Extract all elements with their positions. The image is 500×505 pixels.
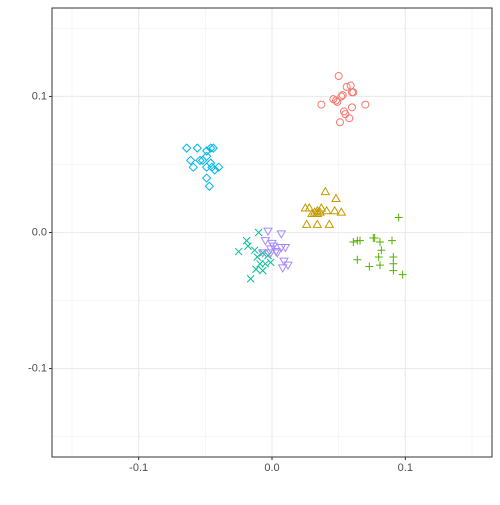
point (188, 162, 199, 172)
point (377, 246, 386, 255)
y-tick-label: 0.1 (32, 90, 47, 102)
point (316, 203, 327, 212)
point (332, 96, 340, 105)
point (265, 249, 276, 258)
point (185, 155, 196, 166)
point (258, 266, 267, 275)
point (268, 242, 279, 252)
point (361, 100, 370, 109)
point (277, 264, 288, 273)
point (181, 143, 192, 153)
point (334, 72, 343, 81)
point (346, 81, 355, 90)
point (263, 227, 273, 237)
point (312, 208, 323, 217)
point (244, 242, 252, 250)
point (356, 236, 364, 245)
point (208, 143, 219, 153)
point (389, 259, 398, 268)
point (201, 151, 212, 162)
point (345, 114, 354, 123)
point (329, 205, 340, 215)
point (342, 82, 351, 91)
point (300, 203, 311, 212)
point (353, 255, 362, 264)
point (272, 249, 283, 258)
point (209, 165, 220, 175)
point (276, 230, 287, 239)
x-tick-label: 0.1 (398, 462, 413, 474)
x-tick-label: -0.1 (129, 462, 148, 474)
point (253, 253, 262, 261)
panel-border (51, 7, 493, 458)
point (280, 243, 291, 253)
point (205, 143, 216, 153)
point (317, 100, 326, 109)
point (388, 236, 396, 245)
point (213, 162, 224, 172)
y-tick-label: 0.0 (32, 226, 47, 238)
point (324, 219, 335, 228)
point (337, 92, 346, 101)
point (349, 88, 358, 97)
point (398, 270, 407, 279)
point (204, 181, 215, 191)
point (201, 173, 212, 183)
point (370, 233, 379, 242)
point (258, 249, 267, 257)
point (312, 219, 323, 228)
point (365, 262, 374, 271)
y-tick-label: -0.1 (28, 362, 47, 374)
point (304, 203, 315, 212)
point (349, 238, 358, 247)
point (348, 103, 356, 112)
point (389, 266, 398, 275)
point (394, 213, 403, 222)
point (336, 207, 347, 216)
point (266, 258, 275, 267)
point (234, 247, 243, 256)
point (333, 97, 342, 106)
point (374, 252, 383, 261)
point (264, 251, 272, 260)
point (252, 265, 260, 274)
point (389, 252, 398, 261)
point (376, 238, 384, 247)
point (321, 205, 332, 215)
point (331, 193, 341, 202)
point (257, 249, 268, 258)
point (242, 236, 251, 245)
point (250, 246, 259, 255)
point (260, 237, 271, 246)
x-tick-label: 0.0 (264, 462, 279, 474)
point (254, 228, 263, 237)
point (261, 259, 270, 268)
point (197, 155, 208, 166)
point (279, 257, 289, 267)
point (301, 219, 312, 228)
point (246, 274, 255, 283)
point (205, 158, 216, 168)
point (195, 155, 205, 166)
point (192, 143, 203, 153)
point (376, 261, 384, 270)
point (340, 107, 348, 116)
point (320, 186, 331, 196)
point (338, 91, 347, 100)
point (336, 118, 344, 127)
point (201, 146, 212, 156)
